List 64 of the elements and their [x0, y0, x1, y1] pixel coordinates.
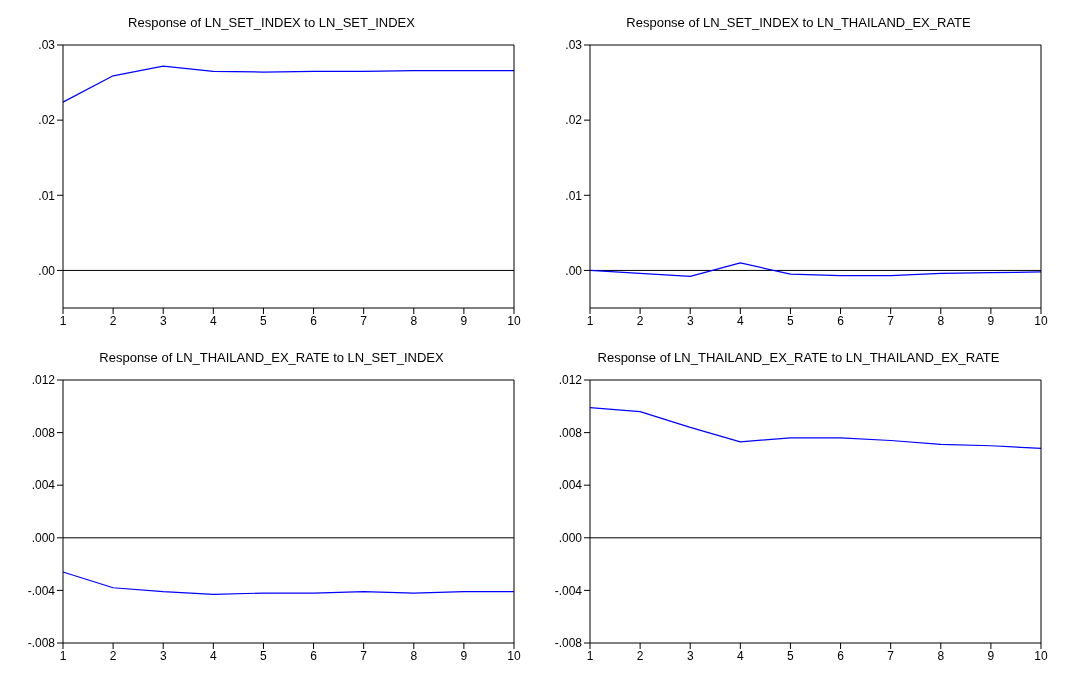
- x-tick-label: 10: [507, 313, 521, 328]
- y-tick-label: .00: [565, 263, 583, 278]
- y-tick-label: .000: [31, 531, 56, 546]
- y-tick-label: .01: [38, 188, 56, 203]
- x-tick-label: 5: [787, 313, 795, 328]
- y-tick-label: .012: [558, 373, 583, 388]
- x-tick-label: 3: [686, 648, 694, 663]
- x-tick-label: 8: [410, 313, 418, 328]
- x-tick-label: 4: [209, 648, 217, 663]
- x-tick-label: 10: [1034, 313, 1048, 328]
- y-tick-label: .008: [31, 425, 56, 440]
- y-tick-label: .004: [31, 478, 56, 493]
- x-tick-label: 4: [736, 313, 744, 328]
- x-tick-label: 7: [360, 313, 368, 328]
- x-tick-label: 9: [460, 313, 468, 328]
- x-tick-label: 3: [159, 648, 167, 663]
- y-tick-label: .03: [565, 38, 583, 53]
- x-tick-label: 8: [937, 648, 945, 663]
- y-tick-label: .012: [31, 373, 56, 388]
- chart-title: Response of LN_SET_INDEX to LN_SET_INDEX: [127, 14, 416, 32]
- chart-title: Response of LN_THAILAND_EX_RATE to LN_THAILAND_EX_RATE: [596, 349, 1001, 367]
- x-tick-label: 2: [109, 313, 117, 328]
- x-tick-label: 7: [360, 648, 368, 663]
- x-tick-label: 4: [209, 313, 217, 328]
- y-tick-label: .03: [38, 38, 56, 53]
- x-tick-label: 9: [987, 313, 995, 328]
- y-tick-label: .000: [558, 531, 583, 546]
- y-tick-label: -.008: [27, 636, 56, 651]
- x-tick-label: 1: [59, 313, 67, 328]
- y-tick-label: .00: [38, 263, 56, 278]
- x-tick-label: 3: [159, 313, 167, 328]
- y-tick-label: .02: [38, 113, 56, 128]
- x-tick-label: 10: [1034, 648, 1048, 663]
- x-tick-label: 10: [507, 648, 521, 663]
- x-tick-label: 8: [410, 648, 418, 663]
- y-tick-label: -.004: [27, 583, 56, 598]
- x-tick-label: 5: [260, 648, 268, 663]
- x-tick-label: 2: [636, 648, 644, 663]
- x-tick-label: 4: [736, 648, 744, 663]
- x-tick-label: 1: [586, 648, 594, 663]
- x-tick-label: 2: [636, 313, 644, 328]
- x-tick-label: 1: [59, 648, 67, 663]
- chart-title: Response of LN_THAILAND_EX_RATE to LN_SET_INDEX: [98, 349, 445, 367]
- x-tick-label: 3: [686, 313, 694, 328]
- x-tick-label: 5: [260, 313, 268, 328]
- x-tick-label: 9: [460, 648, 468, 663]
- y-tick-label: -.008: [554, 636, 583, 651]
- x-tick-label: 6: [310, 313, 318, 328]
- x-tick-label: 6: [837, 648, 845, 663]
- x-tick-label: 8: [937, 313, 945, 328]
- x-tick-label: 9: [987, 648, 995, 663]
- x-tick-label: 1: [586, 313, 594, 328]
- x-tick-label: 6: [310, 648, 318, 663]
- y-tick-label: .01: [565, 188, 583, 203]
- x-tick-label: 7: [887, 648, 895, 663]
- y-tick-label: .008: [558, 425, 583, 440]
- y-tick-label: -.004: [554, 583, 583, 598]
- x-tick-label: 5: [787, 648, 795, 663]
- y-tick-label: .02: [565, 113, 583, 128]
- y-tick-label: .004: [558, 478, 583, 493]
- x-tick-label: 7: [887, 313, 895, 328]
- x-tick-label: 2: [109, 648, 117, 663]
- x-tick-label: 6: [837, 313, 845, 328]
- chart-title: Response of LN_SET_INDEX to LN_THAILAND_EX_RATE: [625, 14, 972, 32]
